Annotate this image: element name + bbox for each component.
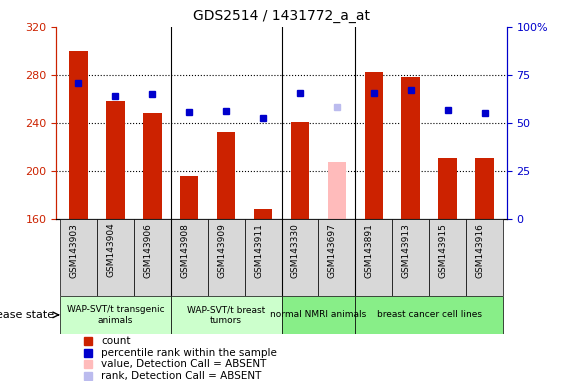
Bar [143, 113, 162, 219]
Text: GSM143915: GSM143915 [439, 223, 448, 278]
Bar [282, 296, 355, 334]
Bar [97, 219, 134, 296]
Text: rank, Detection Call = ABSENT: rank, Detection Call = ABSENT [101, 371, 262, 381]
Bar [60, 296, 171, 334]
Text: GSM143911: GSM143911 [254, 223, 263, 278]
Text: GSM143697: GSM143697 [328, 223, 337, 278]
Bar [355, 296, 503, 334]
Bar [134, 219, 171, 296]
Text: WAP-SVT/t transgenic
animals: WAP-SVT/t transgenic animals [66, 305, 164, 324]
Bar [319, 219, 355, 296]
Bar [355, 219, 392, 296]
Bar [208, 219, 244, 296]
Bar [429, 219, 466, 296]
Text: GSM143913: GSM143913 [402, 223, 411, 278]
Text: GSM143891: GSM143891 [365, 223, 374, 278]
Text: breast cancer cell lines: breast cancer cell lines [377, 310, 482, 319]
Text: count: count [101, 336, 131, 346]
Text: GSM143904: GSM143904 [106, 223, 115, 278]
Bar [439, 158, 457, 219]
Text: value, Detection Call = ABSENT: value, Detection Call = ABSENT [101, 359, 267, 369]
Bar [291, 122, 309, 219]
Bar [217, 132, 235, 219]
Bar [171, 219, 208, 296]
Text: WAP-SVT/t breast
tumors: WAP-SVT/t breast tumors [187, 305, 265, 324]
Title: GDS2514 / 1431772_a_at: GDS2514 / 1431772_a_at [193, 9, 370, 23]
Bar [365, 73, 383, 219]
Bar [254, 209, 272, 219]
Text: GSM143903: GSM143903 [69, 223, 78, 278]
Bar [401, 77, 420, 219]
Text: GSM143908: GSM143908 [180, 223, 189, 278]
Bar [171, 296, 282, 334]
Text: normal NMRI animals: normal NMRI animals [270, 310, 367, 319]
Text: disease state: disease state [0, 310, 55, 320]
Bar [244, 219, 282, 296]
Text: GSM143906: GSM143906 [144, 223, 152, 278]
Bar [392, 219, 429, 296]
Bar [60, 219, 97, 296]
Bar [106, 101, 124, 219]
Bar [69, 51, 88, 219]
Bar [328, 162, 346, 219]
Bar [282, 219, 319, 296]
Text: GSM143909: GSM143909 [217, 223, 226, 278]
Bar [180, 176, 198, 219]
Text: percentile rank within the sample: percentile rank within the sample [101, 348, 277, 358]
Bar [466, 219, 503, 296]
Text: GSM143916: GSM143916 [476, 223, 485, 278]
Text: GSM143330: GSM143330 [291, 223, 300, 278]
Bar [475, 158, 494, 219]
